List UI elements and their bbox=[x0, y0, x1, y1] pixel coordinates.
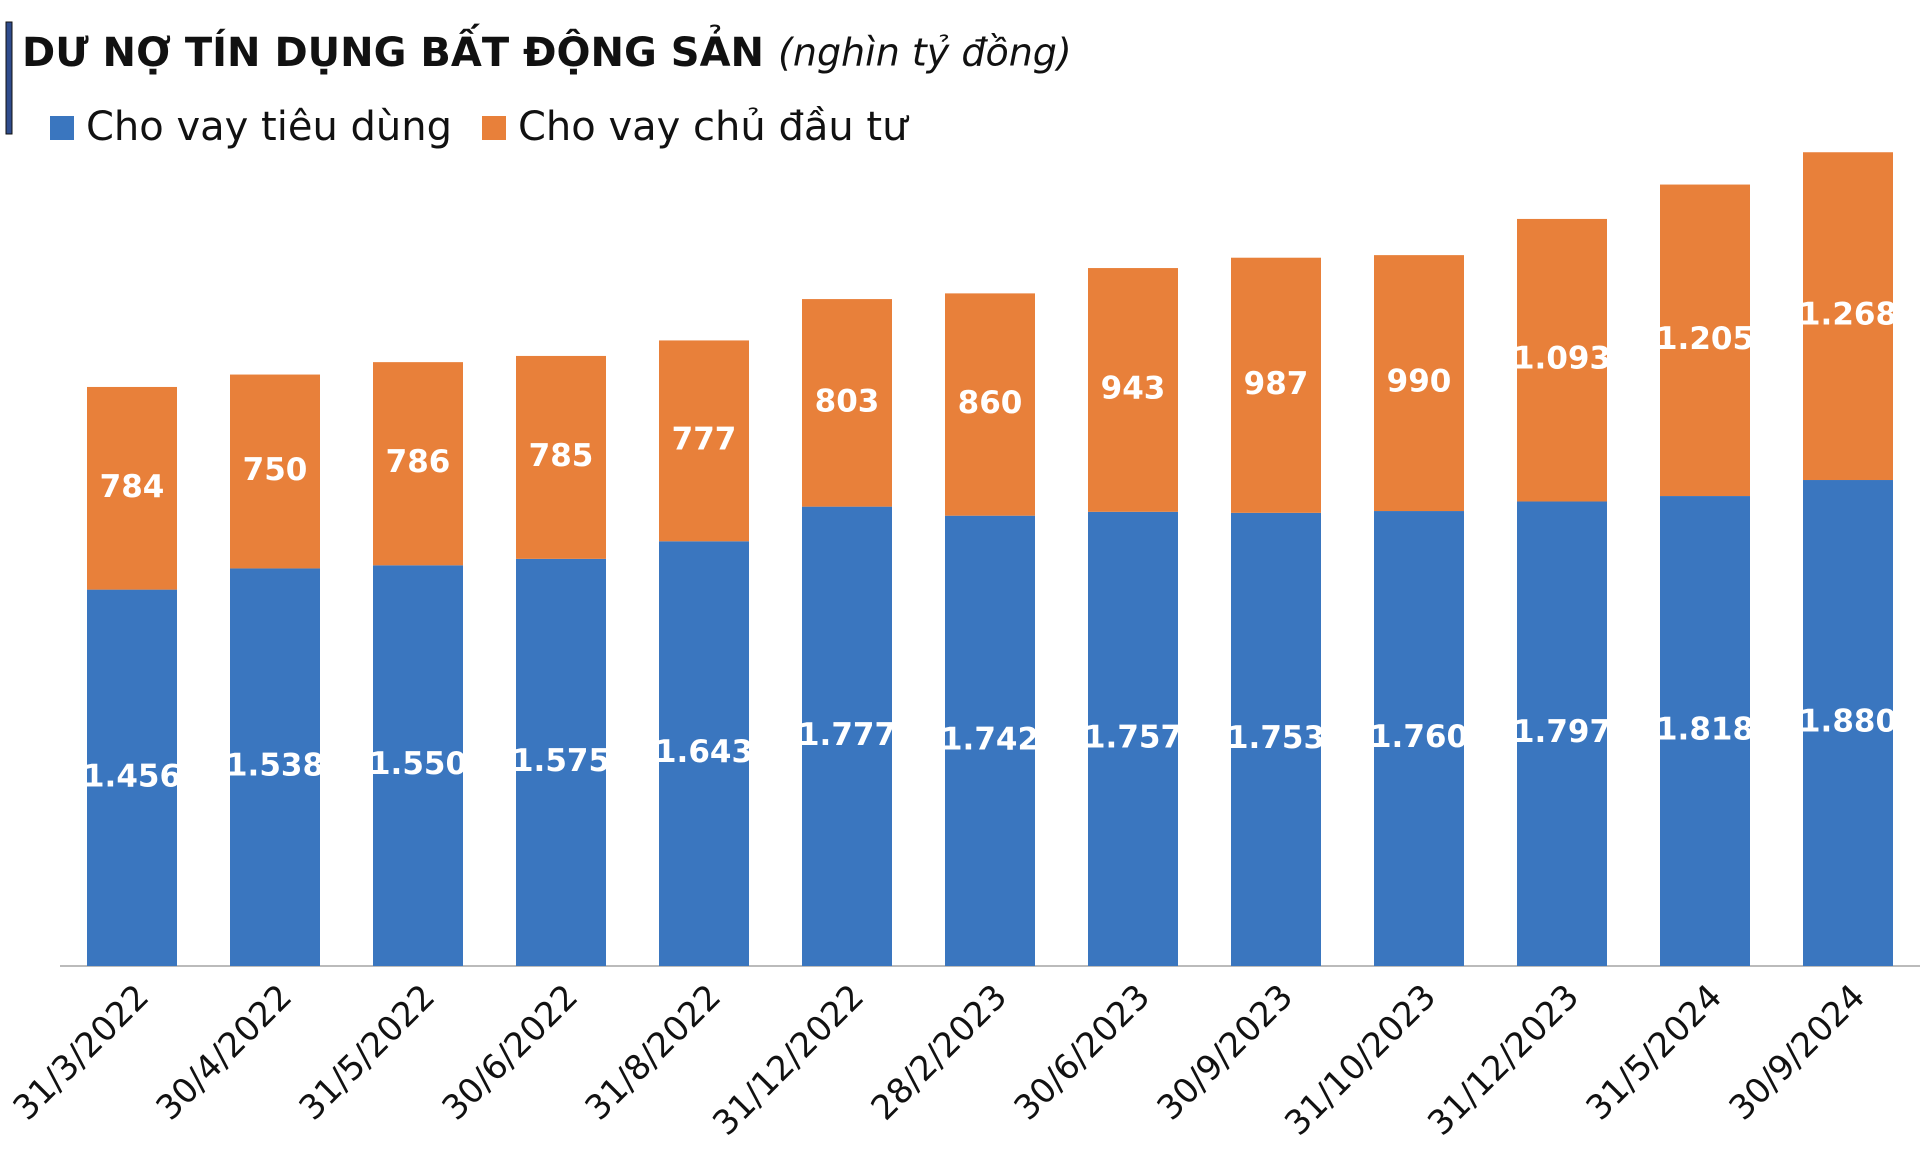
data-label: 786 bbox=[386, 444, 451, 480]
bar-segment bbox=[1803, 480, 1893, 966]
data-label: 990 bbox=[1387, 364, 1452, 400]
x-tick-label: 31/12/2023 bbox=[1420, 977, 1587, 1144]
data-label: 1.757 bbox=[1084, 719, 1182, 755]
data-label: 803 bbox=[815, 383, 880, 419]
data-label: 1.093 bbox=[1513, 341, 1611, 377]
data-label: 1.456 bbox=[83, 758, 181, 794]
bar-segment bbox=[1660, 184, 1750, 497]
data-label: 1.742 bbox=[941, 721, 1039, 757]
bar-segment bbox=[802, 299, 892, 507]
bar-segment bbox=[373, 362, 463, 566]
bar-segment bbox=[945, 515, 1035, 966]
legend-swatch bbox=[50, 116, 74, 140]
data-label: 1.818 bbox=[1656, 712, 1754, 748]
x-tick-label: 31/10/2023 bbox=[1277, 977, 1444, 1144]
bar-segment bbox=[1231, 512, 1321, 966]
x-tick-label: 30/4/2022 bbox=[149, 977, 301, 1129]
bar-segment bbox=[659, 541, 749, 966]
bar-segment bbox=[659, 340, 749, 542]
chart-subtitle: (nghìn tỷ đồng) bbox=[778, 31, 1072, 75]
bar-segment bbox=[1374, 255, 1464, 512]
data-label: 1.205 bbox=[1656, 321, 1754, 357]
x-tick-label: 30/9/2024 bbox=[1722, 977, 1874, 1129]
data-label: 1.575 bbox=[512, 743, 610, 779]
data-label: 777 bbox=[672, 421, 737, 457]
bar-segment bbox=[516, 558, 606, 966]
bar-segment bbox=[1231, 257, 1321, 513]
legend-swatch bbox=[482, 116, 506, 140]
x-tick-label: 31/5/2022 bbox=[292, 977, 444, 1129]
data-label: 1.643 bbox=[655, 734, 753, 770]
data-label: 860 bbox=[958, 385, 1023, 421]
data-label: 943 bbox=[1101, 370, 1166, 406]
bar-segment bbox=[230, 568, 320, 966]
data-label: 1.753 bbox=[1227, 720, 1325, 756]
x-tick-label: 31/8/2022 bbox=[578, 977, 730, 1129]
title-accent bbox=[5, 21, 13, 135]
data-label: 750 bbox=[243, 452, 308, 488]
x-tick-label: 31/3/2022 bbox=[6, 977, 158, 1129]
x-tick-label: 31/5/2024 bbox=[1579, 977, 1731, 1129]
data-label: 1.268 bbox=[1799, 297, 1897, 333]
x-tick-label: 28/2/2023 bbox=[864, 977, 1016, 1129]
legend-label: Cho vay tiêu dùng bbox=[86, 104, 452, 150]
bar-segment bbox=[87, 589, 177, 966]
data-label: 784 bbox=[100, 469, 165, 505]
data-label: 987 bbox=[1244, 366, 1309, 402]
bar-segment bbox=[1088, 511, 1178, 966]
x-tick-label: 30/6/2022 bbox=[435, 977, 587, 1129]
data-label: 1.538 bbox=[226, 748, 324, 784]
data-label: 1.797 bbox=[1513, 714, 1611, 750]
data-label: 1.760 bbox=[1370, 719, 1468, 755]
bar-segment bbox=[1517, 501, 1607, 966]
bar-segment bbox=[230, 374, 320, 569]
bar-segment bbox=[1517, 218, 1607, 502]
data-label: 1.880 bbox=[1799, 704, 1897, 740]
data-label: 1.777 bbox=[798, 717, 896, 753]
bar-segment bbox=[802, 506, 892, 966]
bar-segment bbox=[1803, 152, 1893, 481]
bar-segment bbox=[516, 355, 606, 559]
bar-segment bbox=[1088, 268, 1178, 512]
bar-segment bbox=[945, 293, 1035, 516]
x-tick-label: 31/12/2022 bbox=[705, 977, 872, 1144]
bar-segment bbox=[373, 565, 463, 966]
x-tick-label: 30/9/2023 bbox=[1150, 977, 1302, 1129]
chart-title: DƯ NỢ TÍN DỤNG BẤT ĐỘNG SẢN bbox=[22, 22, 764, 76]
data-label: 785 bbox=[529, 438, 594, 474]
bar-segment bbox=[1374, 511, 1464, 966]
bar-segment bbox=[87, 386, 177, 590]
x-tick-label: 30/6/2023 bbox=[1007, 977, 1159, 1129]
legend-label: Cho vay chủ đầu tư bbox=[518, 104, 910, 150]
data-label: 1.550 bbox=[369, 746, 467, 782]
bar-segment bbox=[1660, 496, 1750, 966]
